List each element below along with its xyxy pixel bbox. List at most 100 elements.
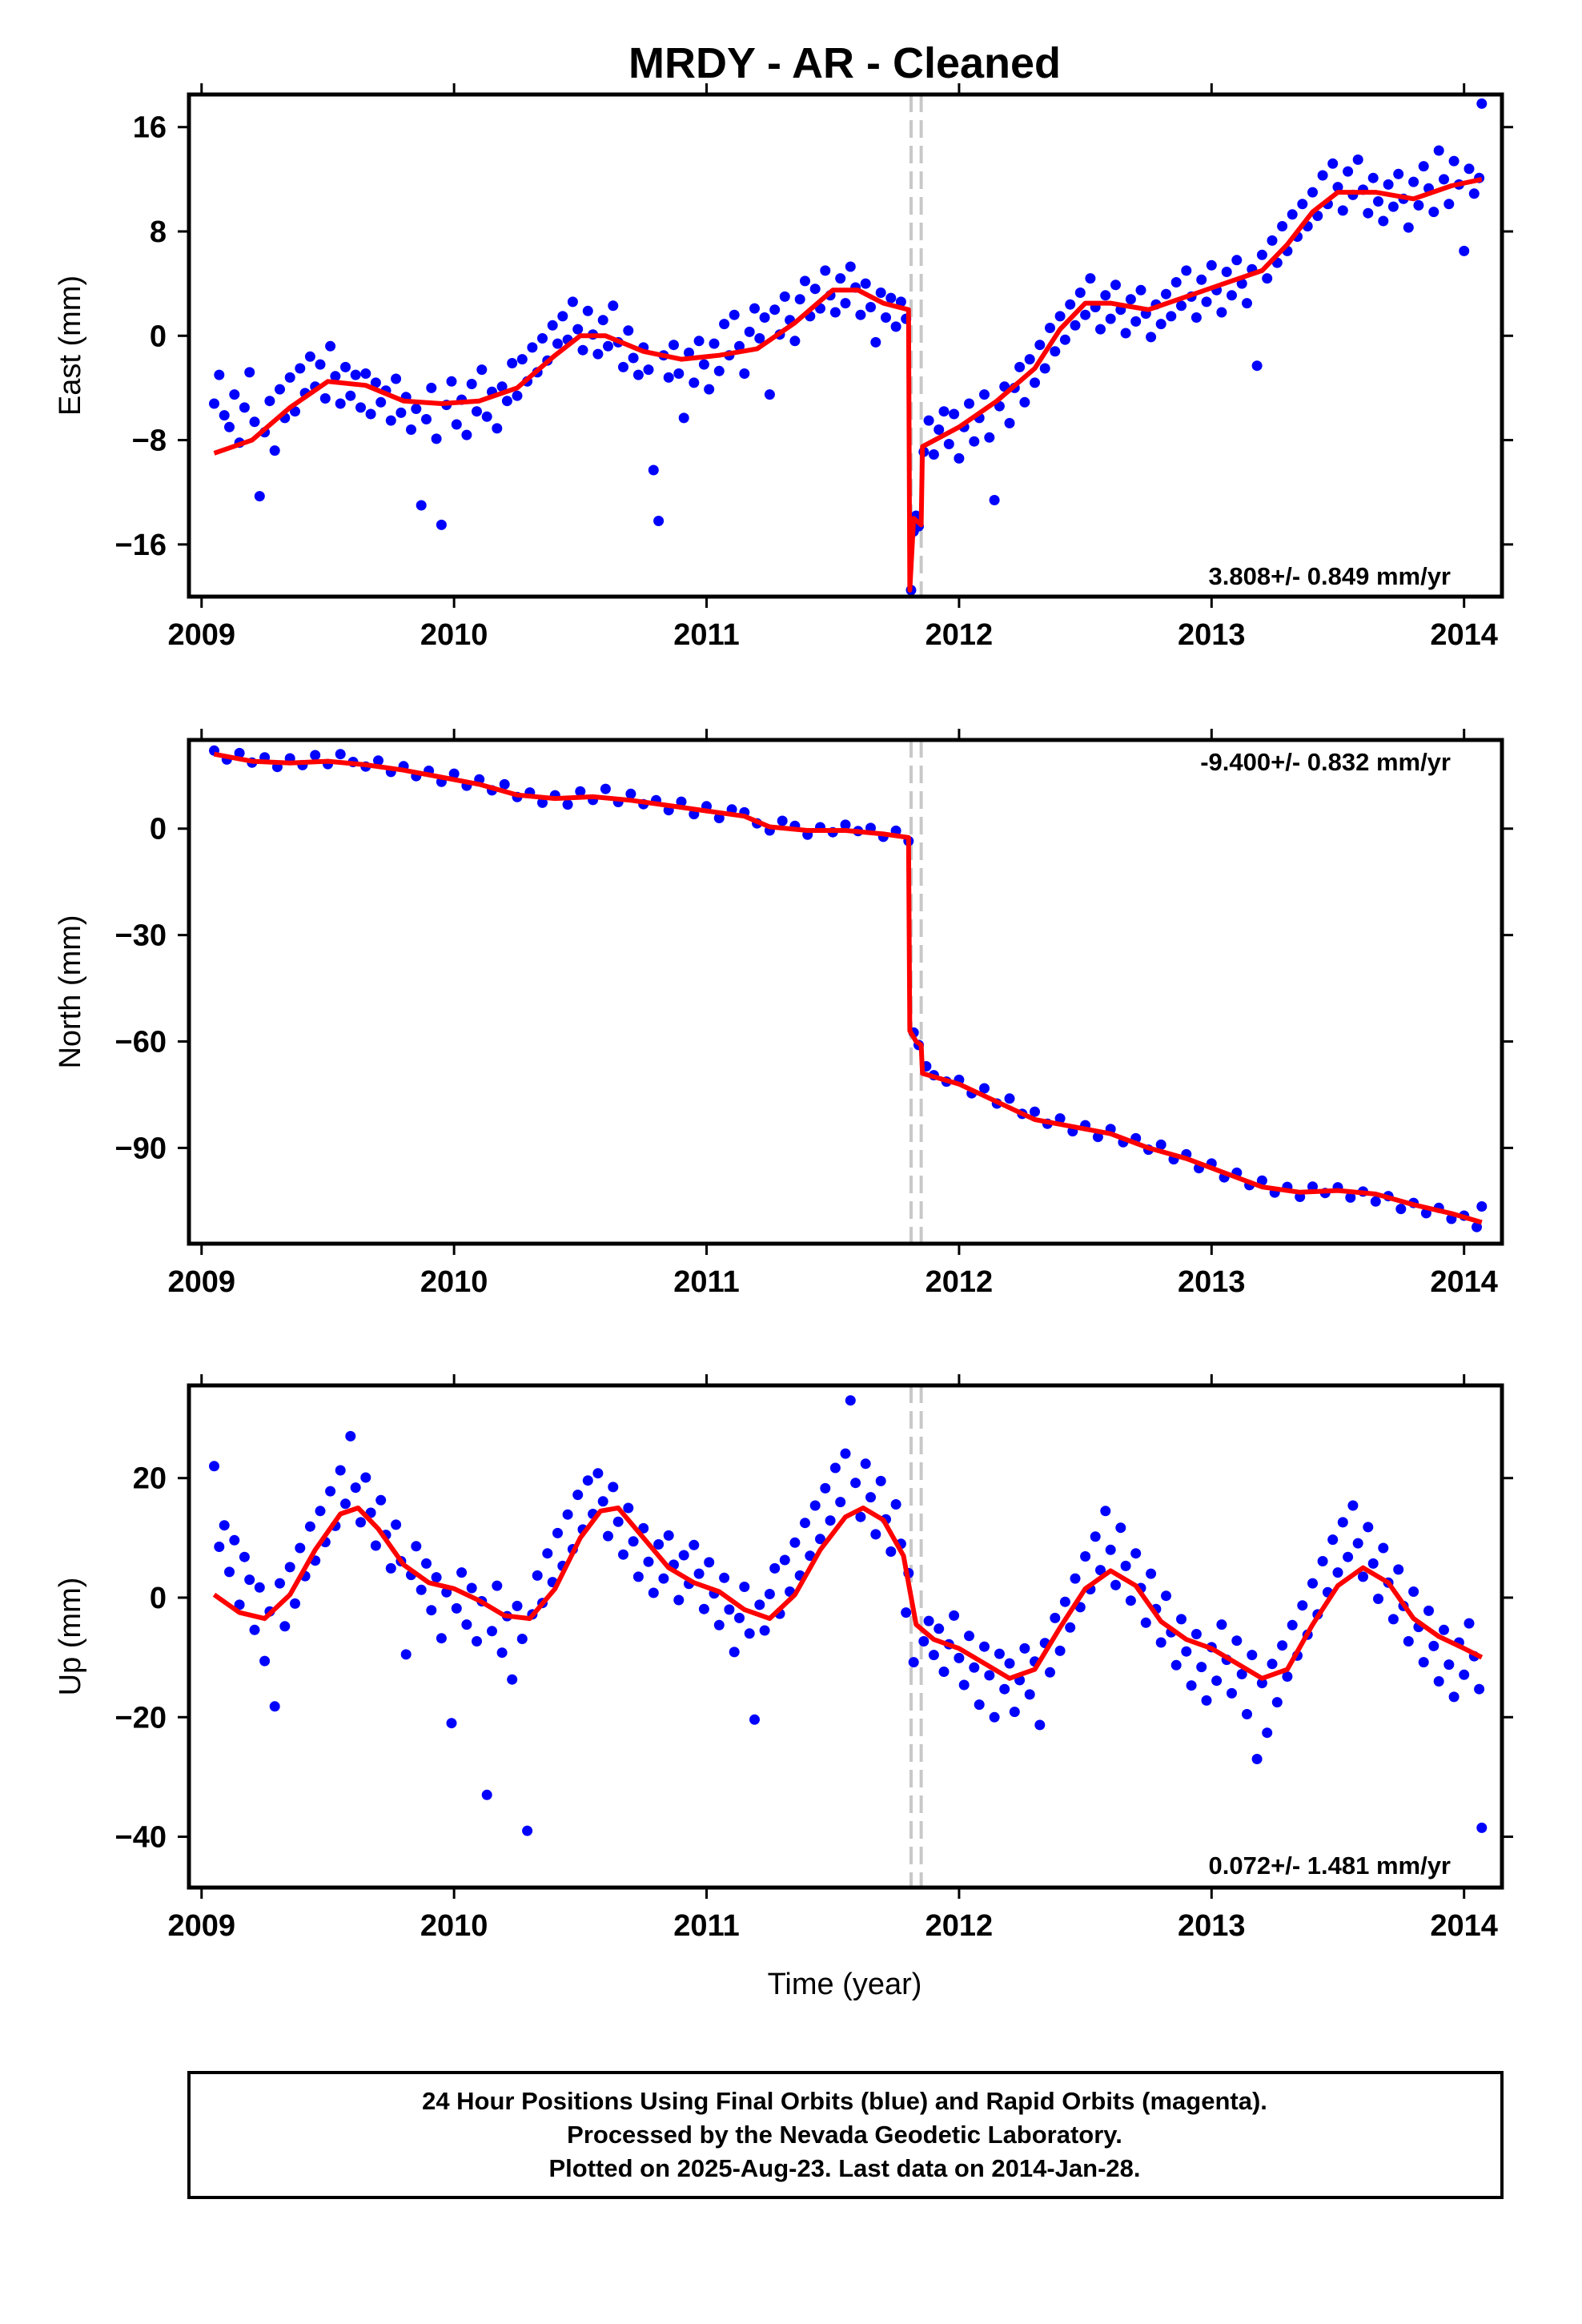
- up-ytick-label-1: 0: [150, 1582, 167, 1615]
- east-data-point-172: [1070, 320, 1081, 331]
- up-data-point-225: [1347, 1500, 1359, 1511]
- north-xtick-label-0: 2009: [167, 1265, 235, 1299]
- east-data-point-44: [431, 433, 442, 444]
- east-data-point-95: [689, 377, 700, 388]
- east-data-point-84: [632, 369, 644, 380]
- east-data-point-86: [643, 364, 654, 376]
- up-data-point-62: [522, 1825, 533, 1836]
- east-data-point-199: [1206, 259, 1217, 271]
- east-data-point-105: [739, 368, 750, 379]
- north-ytick-label-2: −60: [115, 1026, 167, 1059]
- up-data-point-8: [249, 1624, 260, 1635]
- footer-box: 24 Hour Positions Using Final Orbits (bl…: [187, 2071, 1504, 2199]
- footer-frame: [187, 2071, 1504, 2199]
- east-xtick-label-2: 2011: [673, 618, 739, 652]
- up-data-point-179: [1115, 1522, 1126, 1534]
- up-data-point-244: [1443, 1659, 1455, 1671]
- east-data-point-0: [209, 398, 219, 409]
- footer-line-3: Plotted on 2025-Aug-23. Last data on 201…: [548, 2154, 1140, 2182]
- up-data-point-196: [1201, 1695, 1212, 1706]
- up-data-point-84: [632, 1571, 644, 1582]
- east-data-point-41: [416, 500, 427, 511]
- east-data-point-99: [709, 338, 720, 349]
- north-data-point-63: [979, 1083, 990, 1094]
- east-data-point-67: [547, 320, 558, 331]
- up-data-point-210: [1271, 1697, 1283, 1708]
- east-data-point-73: [577, 344, 588, 356]
- up-data-point-245: [1448, 1691, 1460, 1703]
- east-data-point-107: [749, 303, 760, 314]
- east-ytick-label-0: 16: [133, 111, 167, 145]
- up-data-point-228: [1363, 1522, 1374, 1533]
- up-data-point-242: [1433, 1676, 1444, 1687]
- east-data-point-191: [1166, 311, 1177, 322]
- east-data-point-68: [552, 338, 563, 349]
- up-data-point-7: [244, 1574, 255, 1586]
- east-data-point-159: [1004, 417, 1015, 428]
- east-xtick-label-3: 2012: [926, 618, 994, 652]
- east-data-point-171: [1065, 299, 1076, 310]
- east-xtick-label-4: 2013: [1178, 618, 1246, 652]
- up-data-point-223: [1337, 1517, 1348, 1528]
- east-data-point-91: [669, 340, 679, 351]
- up-data-point-201: [1227, 1687, 1237, 1699]
- north-data-point-37: [676, 796, 687, 807]
- north-data-point-102: [1472, 1221, 1482, 1232]
- east-data-point-109: [759, 312, 770, 323]
- up-data-point-160: [1019, 1642, 1030, 1654]
- up-plot-frame: [187, 1383, 1504, 1890]
- up-data-point-12: [269, 1701, 280, 1712]
- east-data-point-213: [1277, 221, 1288, 231]
- up-data-point-85: [638, 1522, 649, 1534]
- up-data-point-97: [698, 1603, 709, 1614]
- east-data-point-72: [572, 324, 584, 335]
- up-data-point-28: [350, 1482, 361, 1494]
- north-data-point-77: [1155, 1139, 1166, 1150]
- east-data-point-97: [698, 359, 709, 370]
- east-data-point-79: [608, 300, 619, 312]
- east-data-point-106: [744, 326, 755, 337]
- east-xtick-label-1: 2010: [420, 618, 488, 652]
- east-data-point-231: [1367, 172, 1379, 183]
- up-data-point-166: [1050, 1612, 1061, 1623]
- north-xtick-label-5: 2014: [1430, 1265, 1498, 1299]
- up-data-point-151: [974, 1699, 985, 1711]
- up-data-point-248: [1464, 1618, 1475, 1629]
- east-data-point-177: [1095, 324, 1106, 335]
- east-data-point-174: [1080, 309, 1091, 320]
- up-ytick-label-0: 20: [133, 1462, 167, 1496]
- up-data-point-130: [865, 1492, 876, 1503]
- east-data-point-65: [537, 333, 548, 344]
- east-data-point-147: [943, 439, 954, 449]
- north-data-point-13: [373, 755, 383, 766]
- east-data-point-169: [1054, 311, 1066, 322]
- up-data-point-19: [304, 1521, 315, 1532]
- north-ytick-label-0: 0: [150, 813, 167, 846]
- east-data-point-166: [1039, 363, 1050, 374]
- east-data-point-245: [1439, 174, 1449, 185]
- footer-line-1: 24 Hour Positions Using Final Orbits (bl…: [422, 2087, 1267, 2115]
- east-data-point-61: [516, 354, 528, 365]
- east-data-point-230: [1363, 207, 1374, 219]
- east-data-point-111: [769, 304, 781, 316]
- east-data-point-210: [1262, 273, 1273, 284]
- east-data-point-156: [989, 495, 1000, 505]
- east-data-point-47: [446, 376, 457, 387]
- up-data-point-55: [487, 1626, 497, 1637]
- east-data-point-2: [219, 410, 230, 421]
- up-data-point-80: [612, 1516, 624, 1527]
- up-data-point-17: [295, 1542, 306, 1554]
- east-model-line: [213, 176, 1483, 593]
- up-data-point-181: [1125, 1595, 1136, 1606]
- up-data-point-54: [481, 1789, 492, 1800]
- up-data-point-100: [713, 1619, 725, 1630]
- east-data-point-19: [304, 351, 315, 362]
- up-data-point-247: [1459, 1669, 1470, 1680]
- north-xtick-label-1: 2010: [420, 1265, 488, 1299]
- up-panel: 20 0 −20 −40 2009 2010 2011 2012 2013 2014 Up (mm)…: [54, 1374, 1513, 1943]
- east-data-point-226: [1343, 166, 1354, 177]
- east-data-point-168: [1050, 346, 1061, 357]
- up-data-point-60: [512, 1600, 523, 1611]
- east-data-point-7: [244, 367, 255, 378]
